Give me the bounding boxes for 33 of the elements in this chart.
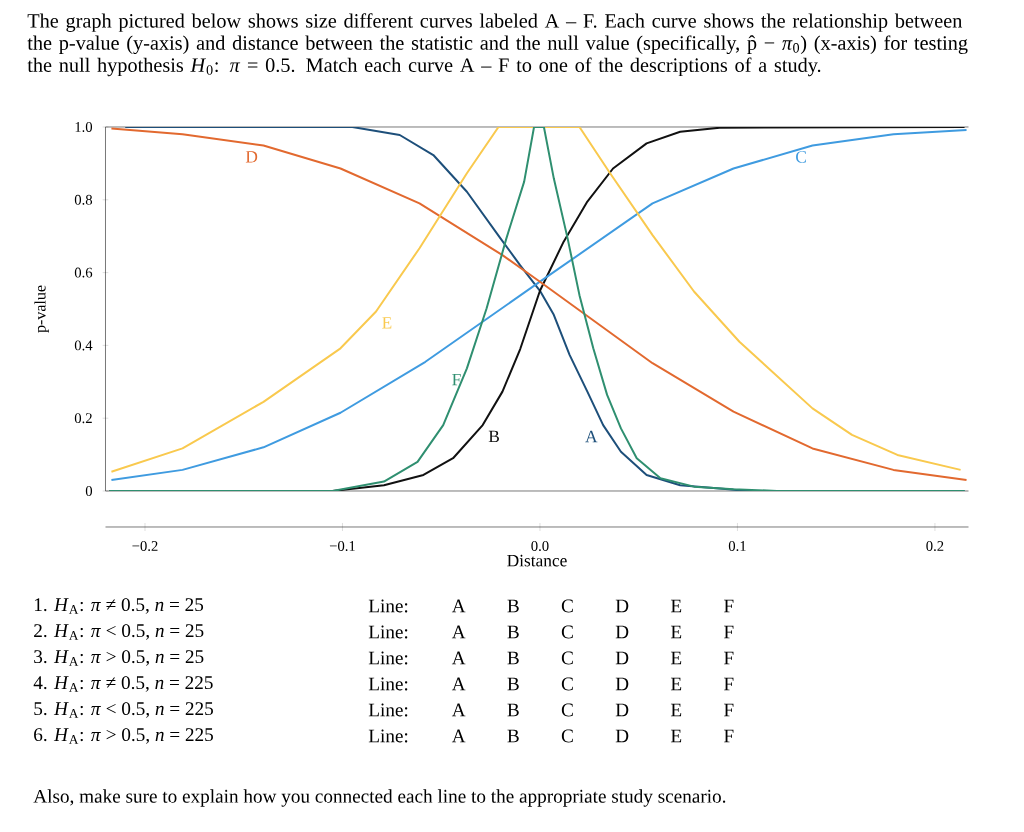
text: Line: A B C D E F [368, 651, 734, 665]
series-label: C [796, 151, 806, 163]
series-label: B [488, 430, 499, 443]
chart-title: The graph pictured below shows size different curves labeled A – F. Each curve shows the relationship between the p-value (y-axis) and distance between the statistic and the null value (specifically, p̂ − π$_{0}$) (x-axis) for testing the null hypothesis H$_{0}$: π = 0.5. Match each curve A – F to one of the descriptions of a study. [27, 13, 968, 77]
y-axis-title: p-value [34, 285, 49, 333]
text: 5. H$_{A}$: π < 0.5, n = 225 [34, 702, 213, 718]
y-tick-label: 0.6 [74, 267, 93, 278]
series-label: D [245, 151, 258, 163]
text: Line: A B C D E F [368, 729, 734, 743]
series-label: E [382, 317, 392, 329]
y-tick-label: 0.4 [74, 340, 93, 351]
y-tick-label: 0.8 [74, 194, 93, 205]
text: Line: A B C D E F [368, 677, 734, 691]
y-tick-label: 0 [85, 486, 93, 496]
text: 4. H$_{A}$: π ≠ 0.5, n = 225 [33, 676, 213, 692]
x-tick-label: 0.0 [531, 541, 549, 551]
x-tick-label: 0.1 [728, 541, 746, 551]
text: 3. H$_{A}$: π > 0.5, n = 25 [34, 650, 204, 666]
series-label: F [452, 373, 461, 386]
y-tick-label: 1.0 [75, 122, 93, 132]
text: Also, make sure to explain how you connected each line to the appropriate study scenario. [33, 789, 726, 807]
x-axis-title: Distance [507, 554, 567, 567]
text: Line: A B C D E F [368, 599, 734, 613]
text: Line: A B C D E F [368, 625, 734, 639]
y-tick-label: 0.2 [74, 413, 92, 424]
x-tick-label: 0.2 [926, 541, 944, 551]
series-label: A [585, 430, 598, 443]
x-tick-label: −0.1 [329, 541, 355, 551]
text: Line: A B C D E F [368, 703, 734, 717]
text: 1. H$_{A}$: π ≠ 0.5, n = 25 [34, 598, 204, 614]
text: 2. H$_{A}$: π < 0.5, n = 25 [34, 624, 204, 640]
text: 6. H$_{A}$: π > 0.5, n = 225 [34, 728, 213, 744]
x-tick-label: −0.2 [132, 541, 158, 551]
